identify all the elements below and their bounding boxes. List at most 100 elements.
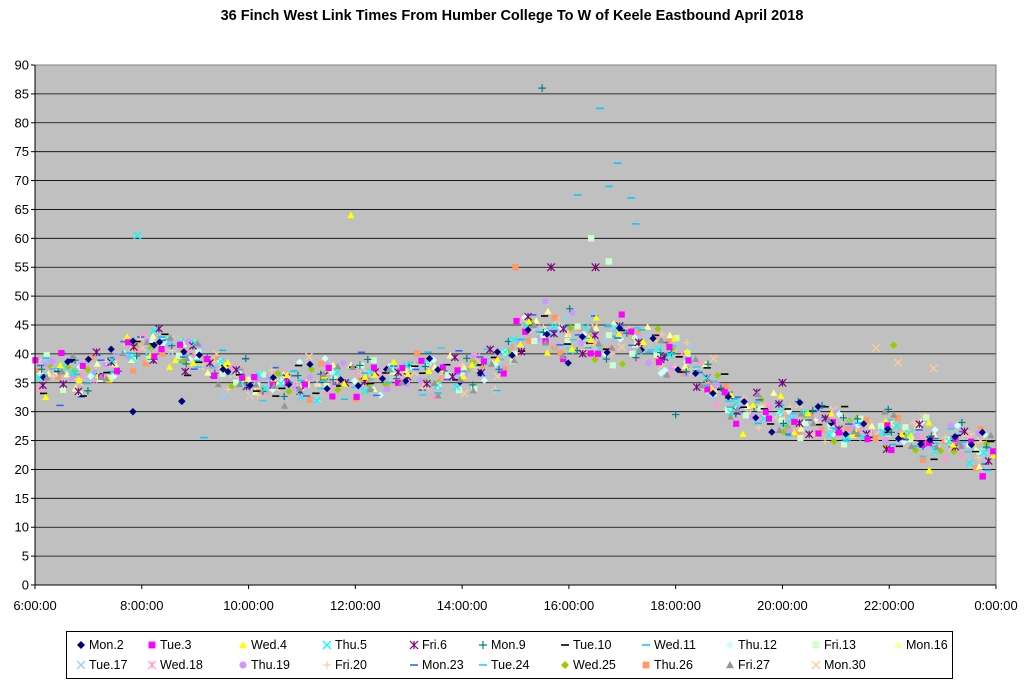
x-tick-label: 22:00:00 [864,598,915,613]
data-point [645,359,652,367]
data-point [488,360,496,367]
data-point [366,385,374,393]
data-point [524,312,533,321]
data-point [977,426,984,433]
data-point [183,354,191,362]
data-point [629,350,636,357]
data-point [455,387,463,394]
data-point [894,438,903,447]
data-point [595,339,603,347]
data-point [860,420,868,428]
data-point [376,391,384,399]
data-point [43,359,50,367]
data-point [224,368,232,376]
data-point [193,355,201,363]
data-point [54,373,62,380]
data-point [824,416,833,423]
data-point [532,317,540,324]
data-point [871,343,881,353]
data-point [42,393,50,401]
data-point [692,383,701,392]
data-point [84,365,92,374]
data-point [722,383,729,390]
data-point [587,336,595,343]
data-point [591,356,599,364]
data-point [542,339,550,346]
data-point [242,354,250,363]
data-point [69,352,77,360]
data-point [493,356,501,363]
data-point [925,418,933,426]
data-point [749,401,757,408]
data-point [385,365,393,373]
y-tick-label: 25 [15,433,29,448]
data-point [149,326,159,335]
legend-marker-icon [811,660,821,670]
data-point [219,365,227,373]
data-point [68,368,77,377]
data-point [910,418,918,427]
x-tick-label: 0:00:00 [974,598,1017,613]
data-point [102,374,111,382]
data-point [639,338,647,345]
y-tick-label: 75 [15,144,29,159]
data-point [216,357,225,366]
data-point [666,331,674,339]
data-point [340,359,347,367]
legend-marker-icon [479,664,487,666]
data-point [259,371,267,378]
legend-marker-icon [77,641,85,649]
data-point [603,348,611,356]
data-point [383,386,390,393]
data-point [159,350,166,357]
data-point [742,412,749,419]
data-point [941,434,949,442]
data-point [957,451,966,460]
data-point [907,436,914,443]
data-point [370,364,378,371]
data-point [177,341,184,348]
legend-marker-icon [726,641,734,649]
data-point [154,324,163,333]
data-point [765,400,774,410]
data-point [754,390,762,398]
data-point [654,344,663,353]
x-tick-label: 6:00:00 [13,598,56,613]
data-point [509,335,518,344]
legend-marker-icon [894,641,902,649]
data-point [844,426,851,433]
data-point [972,465,979,472]
data-point [568,309,576,316]
data-point [142,360,149,367]
data-point [75,376,83,384]
data-point [219,370,226,377]
data-point [530,321,538,329]
data-point [232,365,241,374]
data-point [697,381,706,389]
data-point [602,355,611,363]
data-point [245,375,253,384]
data-point [951,433,959,441]
y-tick-label: 85 [15,86,29,101]
data-point [616,335,625,343]
data-point [294,371,302,380]
data-point [189,359,197,366]
data-point [407,363,414,370]
data-point [334,362,342,370]
data-point [990,448,997,455]
data-point [658,330,666,339]
data-point [480,358,487,365]
notable-points [129,84,986,480]
data-point [580,330,588,338]
data-point [714,372,722,380]
data-point [712,400,721,410]
data-point [313,380,321,388]
data-point [889,341,898,350]
data-point [949,441,957,448]
data-point [721,389,728,396]
data-point [929,364,938,373]
data-point [444,372,451,379]
data-point [123,333,131,340]
legend-marker-icon [726,661,734,669]
y-tick-label: 10 [15,520,29,535]
